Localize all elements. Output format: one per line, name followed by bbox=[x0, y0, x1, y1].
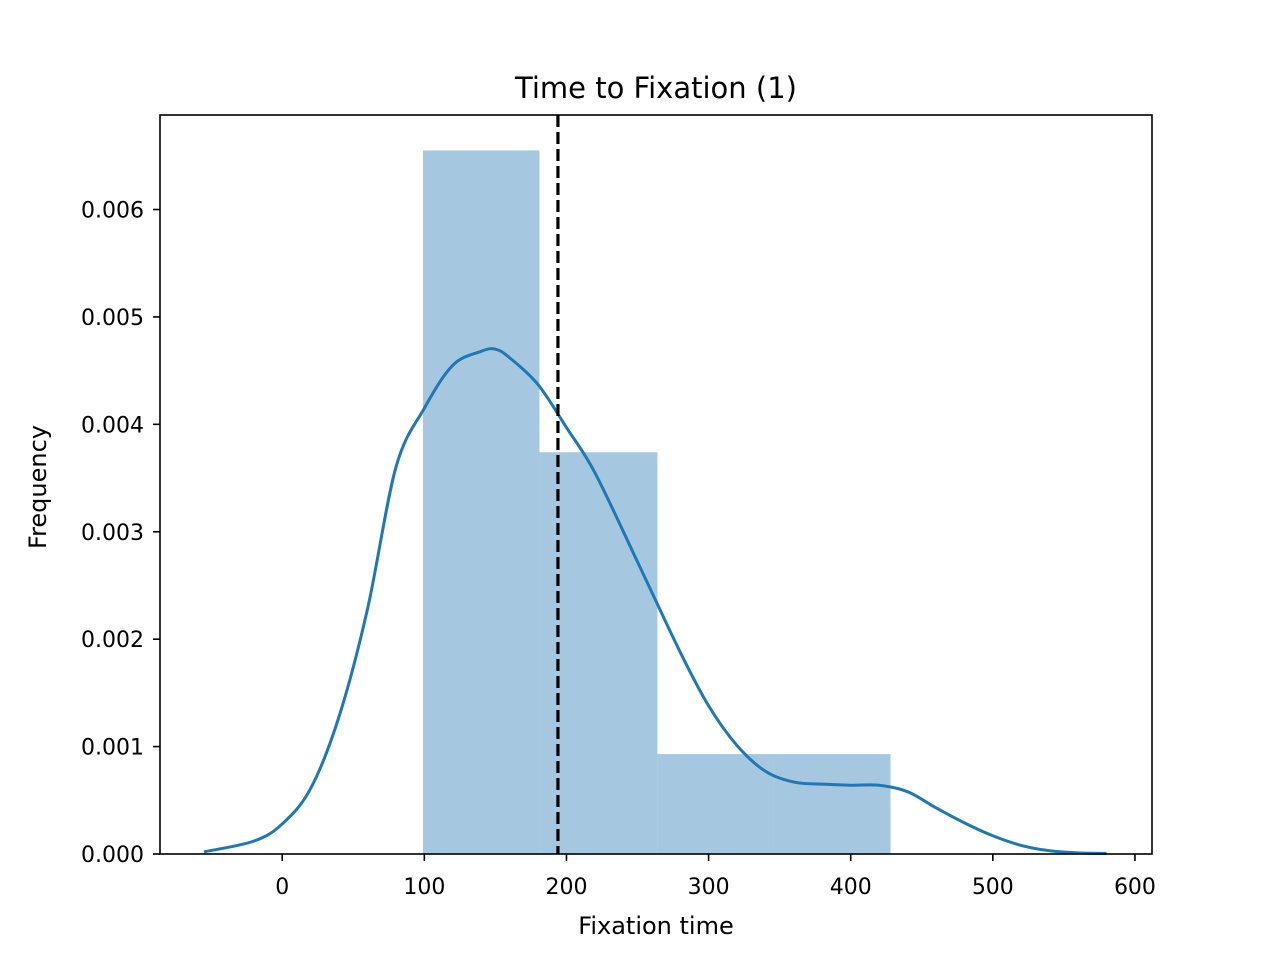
y-tick-label: 0.002 bbox=[81, 628, 144, 653]
x-tick-label: 600 bbox=[1114, 875, 1156, 900]
x-axis-ticks: 0 100 200 300 400 500 600 bbox=[275, 854, 1156, 900]
x-tick-label: 100 bbox=[403, 875, 445, 900]
y-tick-label: 0.003 bbox=[81, 521, 144, 546]
x-axis-label: Fixation time bbox=[578, 912, 733, 940]
x-tick-label: 300 bbox=[688, 875, 730, 900]
y-tick-label: 0.005 bbox=[81, 306, 144, 331]
kde-curve-group bbox=[203, 347, 1107, 855]
y-axis-ticks: 0.000 0.001 0.002 0.003 0.004 0.005 0.006 bbox=[81, 199, 160, 868]
x-tick-label: 500 bbox=[972, 875, 1014, 900]
x-tick-label: 200 bbox=[545, 875, 587, 900]
y-tick-label: 0.001 bbox=[81, 736, 144, 761]
histogram-bars bbox=[422, 150, 891, 854]
y-tick-label: 0.000 bbox=[81, 843, 144, 868]
y-tick-label: 0.004 bbox=[81, 413, 144, 438]
histogram-bar-1 bbox=[422, 150, 540, 854]
plot-area-frame bbox=[159, 114, 1153, 855]
x-tick-label: 400 bbox=[830, 875, 872, 900]
x-tick-label: 0 bbox=[275, 875, 289, 900]
y-axis-label: Frequency bbox=[24, 425, 52, 549]
chart-title: Time to Fixation (1) bbox=[514, 71, 797, 105]
histogram-bar-3 bbox=[657, 754, 774, 854]
kde-curve-line bbox=[203, 347, 1107, 855]
histogram-bar-4 bbox=[773, 754, 891, 854]
y-tick-label: 0.006 bbox=[81, 199, 144, 224]
